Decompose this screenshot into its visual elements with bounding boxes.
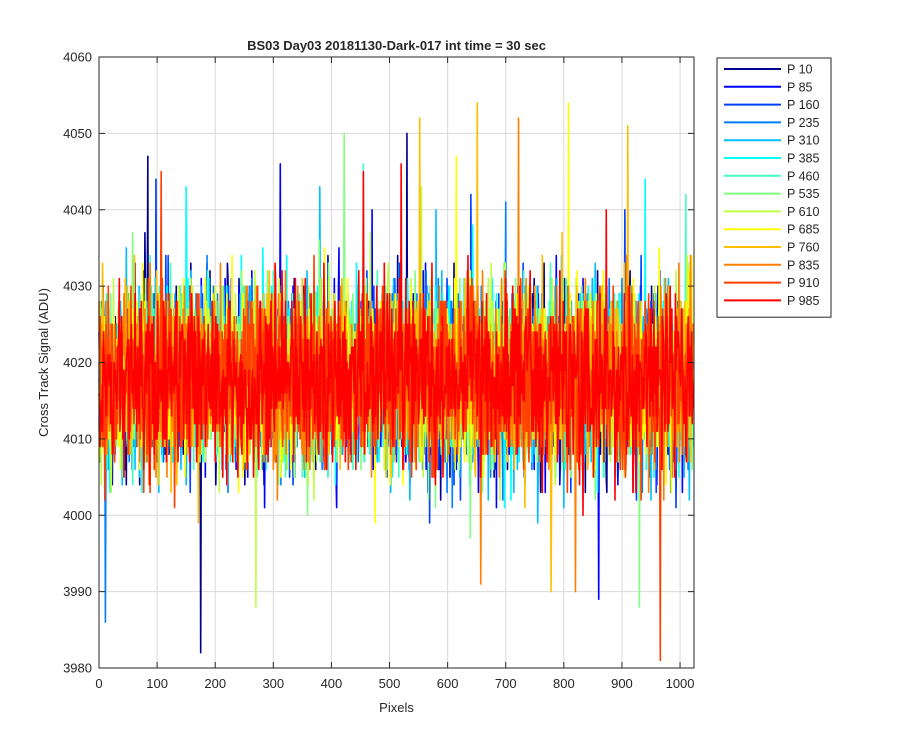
- x-tick-label: 500: [379, 676, 401, 691]
- y-tick-label: 4060: [63, 50, 92, 65]
- legend-box: [716, 57, 832, 318]
- x-tick-label: 200: [204, 676, 226, 691]
- legend-label: P 685: [787, 223, 819, 237]
- legend-label: P 85: [787, 80, 813, 94]
- x-tick-label: 900: [611, 676, 633, 691]
- y-tick-label: 4040: [63, 202, 92, 217]
- series-line-p-985: [98, 163, 695, 517]
- x-tick-label: 100: [146, 676, 168, 691]
- y-tick-label: 4020: [63, 355, 92, 370]
- legend-label: P 535: [787, 187, 819, 201]
- y-tick-label: 4000: [63, 508, 92, 523]
- y-tick-label: 3990: [63, 584, 92, 599]
- axis-ticks: 0 100 200 300 400 500 600 700 800 900 1000 3980 3990…: [63, 50, 694, 692]
- legend: P 10 P 85 P 160 P 235 P 310 P 385 P 460 P 535 P …: [716, 57, 832, 318]
- legend-label: P 385: [787, 152, 819, 166]
- legend-label: P 610: [787, 205, 819, 219]
- legend-label: P 310: [787, 134, 819, 148]
- legend-label: P 10: [787, 63, 813, 77]
- x-tick-label: 700: [495, 676, 517, 691]
- y-tick-label: 4030: [63, 279, 92, 294]
- legend-label: P 160: [787, 98, 819, 112]
- x-axis-label: Pixels: [379, 700, 414, 715]
- y-tick-label: 4010: [63, 431, 92, 446]
- x-tick-label: 400: [321, 676, 343, 691]
- x-tick-label: 600: [437, 676, 459, 691]
- x-tick-label: 0: [95, 676, 102, 691]
- legend-label: P 460: [787, 169, 819, 183]
- x-tick-label: 1000: [666, 676, 695, 691]
- x-tick-label: 300: [262, 676, 284, 691]
- legend-label: P 910: [787, 276, 819, 290]
- legend-label: P 985: [787, 294, 819, 308]
- y-tick-label: 4050: [63, 126, 92, 141]
- chart-title: BS03 Day03 20181130-Dark-017 int time = …: [247, 38, 546, 53]
- series-layer: [98, 102, 695, 662]
- legend-label: P 235: [787, 116, 819, 130]
- legend-label: P 760: [787, 241, 819, 255]
- x-tick-label: 800: [553, 676, 575, 691]
- y-tick-label: 3980: [63, 661, 92, 676]
- legend-label: P 835: [787, 258, 819, 272]
- y-axis-label: Cross Track Signal (ADU): [36, 288, 51, 437]
